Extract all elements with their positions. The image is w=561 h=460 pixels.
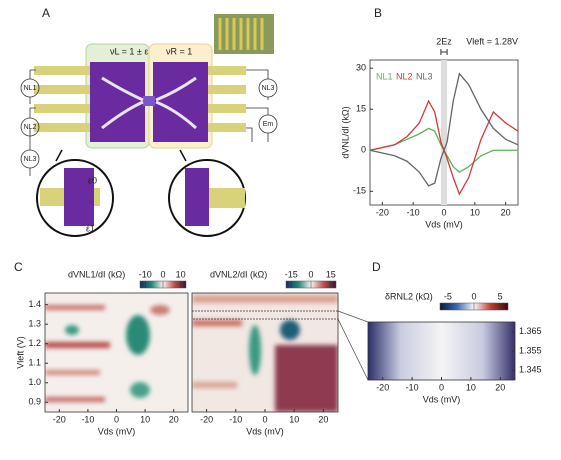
x-tick-label: 0 <box>114 414 119 424</box>
schematic-label: νL = 1 ± ε <box>110 46 148 56</box>
probe-label: NL3 <box>262 85 275 92</box>
x-tick-label: -20 <box>53 414 66 424</box>
colorbar-tick-label: 0 <box>160 269 165 279</box>
x-tick-label: -10 <box>229 414 242 424</box>
constriction <box>143 96 155 106</box>
x-tick-label: 0 <box>439 382 444 392</box>
panel-label: D <box>372 260 381 274</box>
probe-label: Em <box>263 121 274 128</box>
x-tick-label: -20 <box>376 207 389 217</box>
x-tick-label: 10 <box>466 382 476 392</box>
x-tick-label: 10 <box>140 414 150 424</box>
y-tick-label: 0.9 <box>28 397 41 407</box>
heatmap-image <box>45 293 188 412</box>
colorbar-tick-label: 15 <box>326 269 336 279</box>
x-tick-label: 20 <box>318 414 328 424</box>
colorbar-tick-label: 0 <box>308 269 313 279</box>
annotation: 2Ez <box>436 36 452 46</box>
schematic-label: νR = 1 <box>166 46 192 56</box>
y-tick-label: 1.355 <box>519 345 542 355</box>
zoom-connector <box>337 310 369 381</box>
y-tick-label: 30 <box>356 63 366 73</box>
probe-label: NL2 <box>24 124 37 131</box>
legend-label: NL2 <box>396 71 413 81</box>
y-axis-label: dVNL/dI (kΩ) <box>340 106 350 158</box>
y-tick-label: 1.2 <box>28 338 41 348</box>
colorbar-tick-label: -10 <box>139 269 152 279</box>
inset-mesa <box>64 168 94 226</box>
colorbar-label: δRNL2 (kΩ) <box>385 291 433 301</box>
x-axis-label: Vds (mV) <box>425 219 463 229</box>
probe-label: NL1 <box>24 85 37 92</box>
x-axis-label: Vds (mV) <box>423 394 461 404</box>
annotation: Vleft = 1.28V <box>466 36 518 46</box>
colorbar-tick-label: -15 <box>285 269 298 279</box>
legend-label: NL1 <box>376 71 393 81</box>
x-tick-label: 10 <box>470 207 480 217</box>
y-axis-label: Vleft (V) <box>15 336 25 369</box>
edge-paths <box>101 76 198 130</box>
x-tick-label: 20 <box>169 414 179 424</box>
x-tick-label: 0 <box>441 207 446 217</box>
colorbar-label: dVNL1/dI (kΩ) <box>68 269 125 279</box>
y-tick-label: 0 <box>361 145 366 155</box>
x-tick-label: -20 <box>200 414 213 424</box>
colorbar-tick-label: 0 <box>471 291 476 301</box>
y-tick-label: 1.3 <box>28 319 41 329</box>
inset-label: ε1 <box>86 223 95 233</box>
colorbar-tick-label: 10 <box>176 269 186 279</box>
legend-label: NL3 <box>416 71 433 81</box>
heatmap-image <box>192 293 338 412</box>
zeeman-bracket <box>440 49 448 55</box>
x-tick-label: -10 <box>407 207 420 217</box>
x-axis-label: Vds (mV) <box>246 426 284 436</box>
series-line <box>369 72 519 187</box>
zeeman-band <box>440 60 448 205</box>
mesa-left <box>90 62 145 142</box>
y-tick-label: 1.4 <box>28 299 41 309</box>
inset-connector <box>55 149 187 162</box>
panel-label: A <box>42 6 50 20</box>
y-tick-label: 1.1 <box>28 358 41 368</box>
schematic: νL = 1 ± ε νR = 1 NL1 NL2 NL3 NL3 Em ε0 … <box>20 14 278 237</box>
colorbar-label: dVNL2/dI (kΩ) <box>210 269 267 279</box>
x-axis-label: Vds (mV) <box>98 426 136 436</box>
probe-label: NL3 <box>24 156 37 163</box>
panel-label: C <box>14 260 23 274</box>
mesa-right <box>153 62 208 142</box>
y-tick-label: 15 <box>356 104 366 114</box>
colorbar-tick-label: 5 <box>498 291 503 301</box>
y-tick-label: 1.365 <box>519 326 542 336</box>
circuit <box>20 69 278 176</box>
x-tick-label: -10 <box>406 382 419 392</box>
micrograph-fingers <box>218 18 264 50</box>
inset-label: ε0 <box>88 175 97 185</box>
heatmap-image <box>368 322 515 380</box>
x-tick-label: 20 <box>495 382 505 392</box>
x-tick-label: 0 <box>262 414 267 424</box>
leads <box>34 66 246 132</box>
y-tick-label: 1.345 <box>519 365 542 375</box>
inset-lead <box>209 188 245 208</box>
micrograph <box>214 14 274 54</box>
panel-label: B <box>374 6 382 20</box>
x-tick-label: -10 <box>81 414 94 424</box>
y-tick-label: 1.0 <box>28 377 41 387</box>
colorbar-tick-label: -5 <box>444 291 452 301</box>
y-tick-label: -15 <box>353 186 366 196</box>
inset-mesa <box>185 168 209 226</box>
x-tick-label: 20 <box>501 207 511 217</box>
x-tick-label: 10 <box>289 414 299 424</box>
x-tick-label: -20 <box>376 382 389 392</box>
